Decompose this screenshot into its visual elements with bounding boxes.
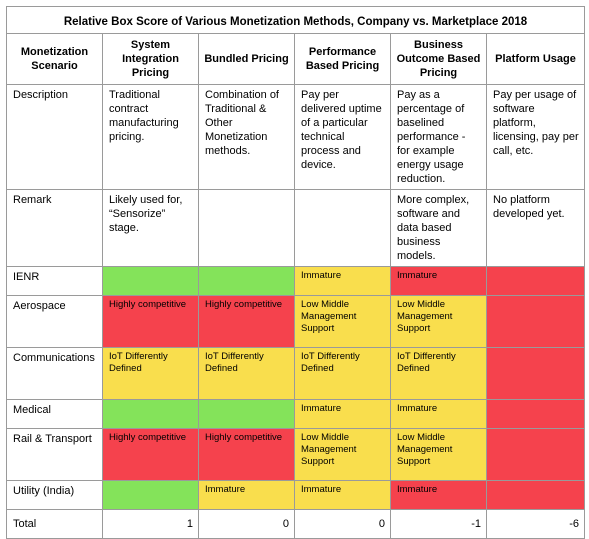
segment-row: Aerospace Highly competitive Highly compet… <box>6 295 586 348</box>
remark-row: Remark Likely used for, “Sensorize” stag… <box>6 189 586 267</box>
score-cell-yellow: Immature <box>390 399 487 429</box>
segment-row: Communications IoT Differently Defined IoT… <box>6 347 586 400</box>
row-label: Communications <box>6 347 103 400</box>
description-cell: Pay per delivered uptime of a particular… <box>294 84 391 190</box>
score-cell-green <box>198 266 295 296</box>
header-row: Monetization Scenario System Integration… <box>6 33 586 85</box>
score-cell-yellow: Low Middle Management Support <box>390 428 487 481</box>
score-cell-yellow: Low Middle Management Support <box>390 295 487 348</box>
segment-row: IENR Immature Immature <box>6 266 586 296</box>
row-label: Description <box>6 84 103 190</box>
total-value: 1 <box>102 509 199 539</box>
score-cell-green <box>102 399 199 429</box>
row-label: Medical <box>6 399 103 429</box>
header-bundled: Bundled Pricing <box>198 33 295 85</box>
row-label: Rail & Transport <box>6 428 103 481</box>
remark-cell: Likely used for, “Sensorize” stage. <box>102 189 199 267</box>
score-cell-yellow: IoT Differently Defined <box>390 347 487 400</box>
total-value: 0 <box>294 509 391 539</box>
row-label: Total <box>6 509 103 539</box>
table-title: Relative Box Score of Various Monetizati… <box>5 6 586 34</box>
header-scenario: Monetization Scenario <box>6 33 103 85</box>
total-value: -6 <box>485 509 586 539</box>
description-row: Description Traditional contract manufac… <box>6 84 586 190</box>
score-cell-yellow: IoT Differently Defined <box>294 347 391 400</box>
score-cell-green <box>102 266 199 296</box>
total-row: Total 1 0 0 -1 -6 <box>6 509 586 539</box>
description-cell: Pay as a percentage of baselined perform… <box>390 84 487 190</box>
remark-cell <box>294 189 391 267</box>
segment-row: Rail & Transport Highly competitive Highly… <box>6 428 586 481</box>
row-label: Aerospace <box>6 295 103 348</box>
score-cell-red: Highly competitive <box>102 428 199 481</box>
remark-cell: No platform developed yet. <box>485 189 586 267</box>
description-cell: Combination of Traditional & Other Monet… <box>198 84 295 190</box>
score-cell-green <box>198 399 295 429</box>
total-value: -1 <box>390 509 487 539</box>
score-cell-red <box>485 295 586 348</box>
score-cell-yellow: Low Middle Management Support <box>294 295 391 348</box>
remark-cell <box>198 189 295 267</box>
header-business-outcome: Business Outcome Based Pricing <box>390 33 487 85</box>
header-system-integration: System Integration Pricing <box>102 33 199 85</box>
score-cell-yellow: Immature <box>294 399 391 429</box>
header-performance: Performance Based Pricing <box>294 33 391 85</box>
score-cell-red: Highly competitive <box>198 428 295 481</box>
score-cell-red: Immature <box>390 266 487 296</box>
score-cell-red: Highly competitive <box>198 295 295 348</box>
segment-rows: IENR Immature Immature Aerospace Highly comp… <box>6 266 586 510</box>
total-value: 0 <box>198 509 295 539</box>
score-cell-red <box>485 266 586 296</box>
description-cell: Traditional contract manufacturing prici… <box>102 84 199 190</box>
segment-row: Medical Immature Immature <box>6 399 586 429</box>
score-cell-red <box>485 428 586 481</box>
score-cell-red <box>485 399 586 429</box>
remark-cell: More complex, software and data based bu… <box>390 189 487 267</box>
header-platform-usage: Platform Usage <box>485 33 586 85</box>
box-score-table: Relative Box Score of Various Monetizati… <box>5 6 586 539</box>
score-cell-yellow: IoT Differently Defined <box>102 347 199 400</box>
row-label: Remark <box>6 189 103 267</box>
description-cell: Pay per usage of software platform, lice… <box>485 84 586 190</box>
score-cell-yellow: Low Middle Management Support <box>294 428 391 481</box>
score-cell-red: Highly competitive <box>102 295 199 348</box>
score-cell-yellow: IoT Differently Defined <box>198 347 295 400</box>
score-cell-red <box>485 347 586 400</box>
score-table-container: Relative Box Score of Various Monetizati… <box>5 6 586 539</box>
row-label: IENR <box>6 266 103 296</box>
score-cell-yellow: Immature <box>294 266 391 296</box>
